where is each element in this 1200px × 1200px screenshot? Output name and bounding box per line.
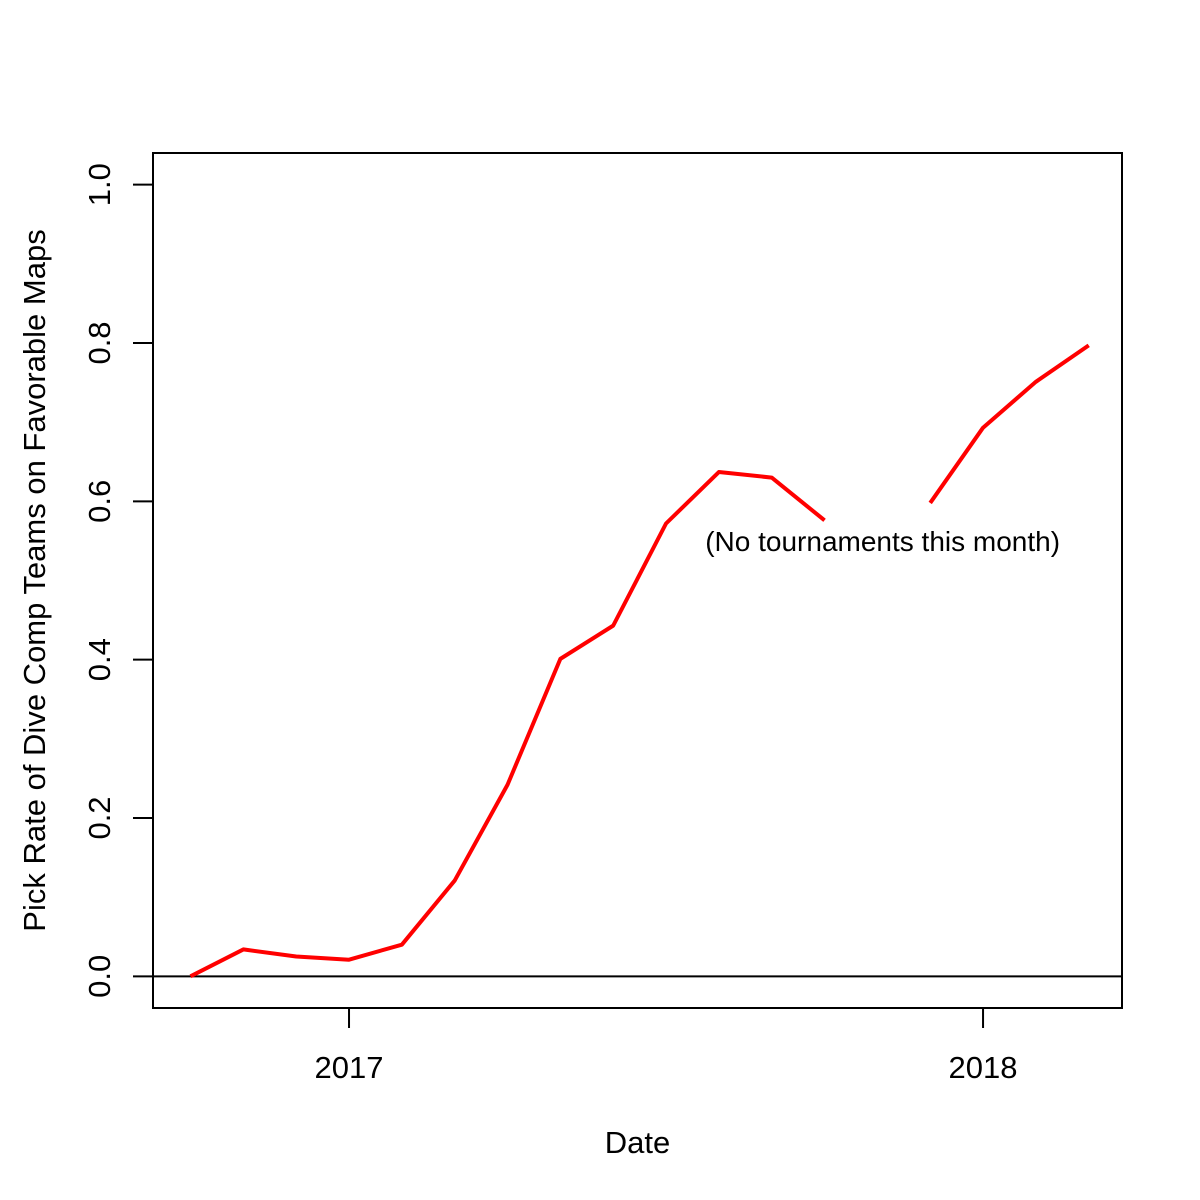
y-axis-label: Pick Rate of Dive Comp Teams on Favorabl… — [17, 229, 52, 931]
annotation-no-tournaments: (No tournaments this month) — [705, 526, 1060, 557]
plot-box — [152, 152, 1123, 1009]
y-axis-tick-label: 0.4 — [82, 638, 117, 681]
x-axis-tick-label: 2017 — [315, 1050, 384, 1085]
y-axis-tick-label: 0.2 — [82, 796, 117, 839]
y-axis-tick-label: 1.0 — [82, 163, 117, 206]
y-axis-tick-label: 0.6 — [82, 480, 117, 523]
y-axis-tick-label: 0.0 — [82, 955, 117, 998]
x-axis-label: Date — [605, 1125, 670, 1160]
y-axis-tick-label: 0.8 — [82, 321, 117, 364]
x-axis-tick-label: 2018 — [949, 1050, 1018, 1085]
series-line-segment — [928, 343, 1090, 505]
chart-generated-layer: 0.0 0.2 0.4 0.6 0.8 1.0 2017 2018 — [82, 152, 1123, 1085]
series-line-segment — [189, 470, 826, 979]
